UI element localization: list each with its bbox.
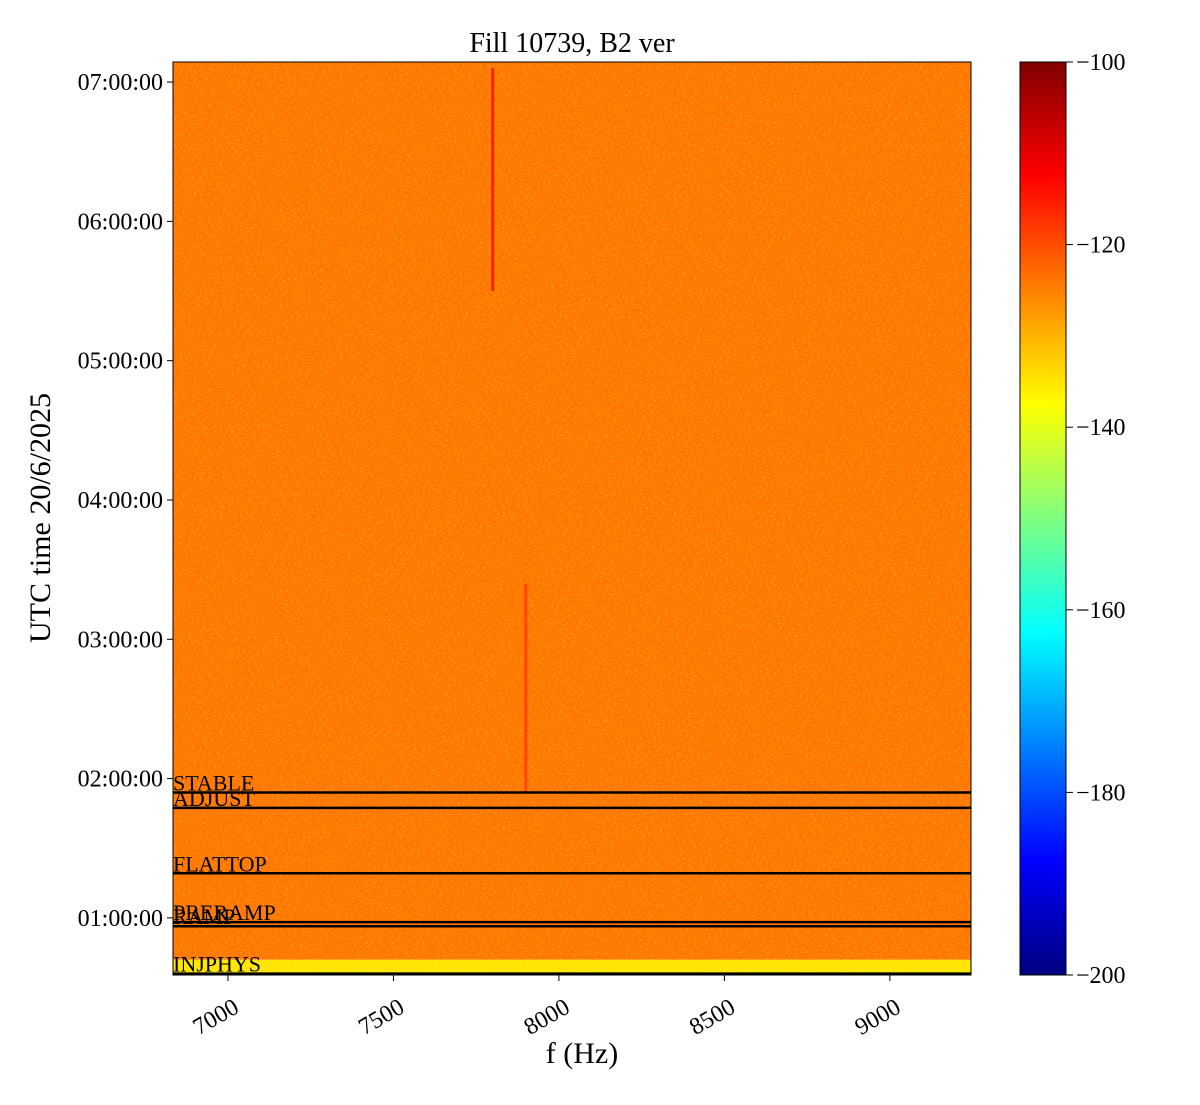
colorbar-tick-label: −180 [1076,780,1126,806]
colorbar-tick-label: −140 [1076,415,1126,441]
colorbar: −200 −180 −160 −140 −120 −100 [1019,50,1126,989]
colorbar-tick-label: −160 [1076,598,1126,624]
y-tick-label: 02:00:00 [78,767,163,793]
y-tick-label: 01:00:00 [78,906,163,932]
y-tick-label: 04:00:00 [78,488,163,514]
x-tick-label: 7000 [189,994,244,1041]
colorbar-gradient [1019,61,1067,976]
phase-label: PRERAMP [173,900,276,925]
y-tick-label: 07:00:00 [78,70,163,96]
x-tick-label: 8500 [685,994,740,1041]
y-tick-label: 05:00:00 [78,349,163,375]
phase-label: FLATTOP [173,851,267,876]
y-tick-label: 03:00:00 [78,627,163,653]
colorbar-tick-label: −200 [1076,963,1126,989]
phase-label: ADJUST [173,786,255,811]
x-tick-label: 7500 [354,994,409,1041]
phase-label: STABLE [173,771,254,796]
colorbar-tick-label: −100 [1076,50,1126,76]
x-tick-label: 8000 [520,994,575,1041]
phase-label: INJPHYS [173,952,261,977]
y-tick-label: 06:00:00 [78,209,163,235]
colorbar-tick-label: −120 [1076,233,1126,259]
noise-texture [173,62,971,975]
plot-frame [172,61,972,976]
x-axis-label: f (Hz) [546,1037,618,1070]
phase-label: RAMP [173,904,235,929]
x-tick-label: 9000 [851,994,906,1041]
chart-title: Fill 10739, B2 ver [469,28,675,59]
y-axis-label: UTC time 20/6/2025 [24,393,57,643]
